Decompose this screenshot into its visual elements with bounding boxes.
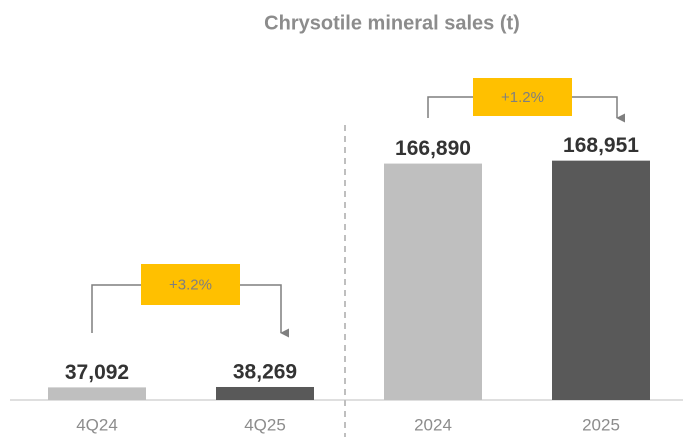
annotation: +1.2% [501,89,544,106]
bar [48,387,146,400]
bar [216,386,314,400]
annotation-box [473,78,572,116]
x-tick-label: 2025 [582,415,620,434]
chart-title: Chrysotile mineral sales (t) [264,12,520,34]
value-label: 38,269 [233,361,297,384]
annotation: +3.2% [169,276,212,293]
value-label: 37,092 [65,361,129,384]
value-label: 166,890 [395,137,471,160]
annotation-box [141,264,240,305]
bar [384,163,482,400]
bar [552,160,650,400]
x-tick-label: 4Q24 [76,415,118,434]
x-tick-label: 2024 [414,415,452,434]
value-label: 168,951 [563,134,639,157]
x-tick-label: 4Q25 [244,415,286,434]
